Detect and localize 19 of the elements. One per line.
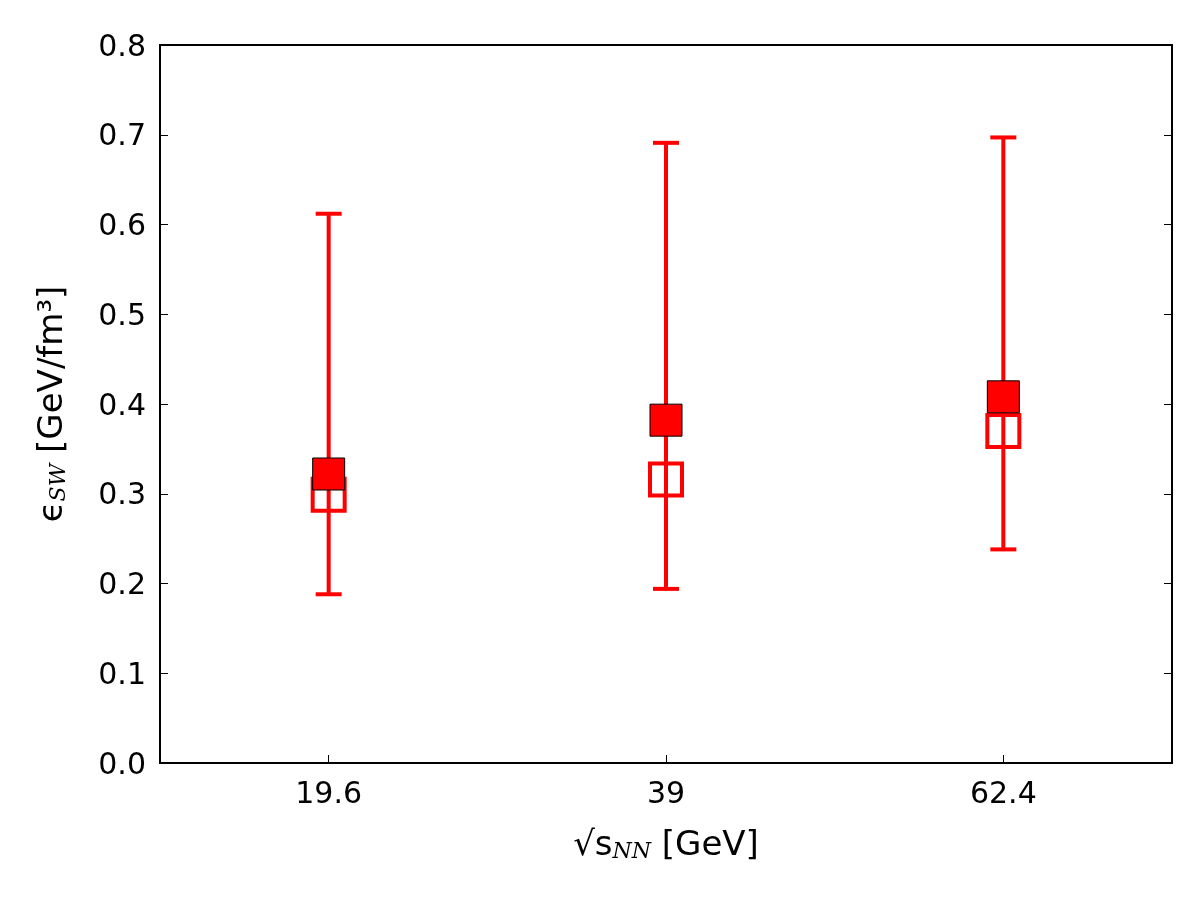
y-tick-label: 0.7 — [98, 117, 146, 153]
y-tick-label: 0.8 — [98, 27, 146, 63]
point — [312, 457, 346, 491]
y-axis-title: ϵSW [GeV/fm³] — [30, 285, 70, 523]
point — [649, 403, 683, 437]
x-tick-label: 19.6 — [295, 774, 363, 810]
y-tick-label: 0.4 — [98, 386, 146, 422]
y-tick-label: 0.6 — [98, 207, 146, 242]
point — [986, 380, 1020, 414]
x-tick-label: 62.4 — [969, 774, 1037, 810]
y-tick-label: 0.5 — [98, 296, 146, 332]
y-tick-label: 0.2 — [98, 566, 146, 601]
x-axis-title: √sNN [GeV] — [573, 823, 759, 863]
x-tick-label: 39 — [646, 774, 686, 810]
y-tick-label: 0.3 — [98, 476, 146, 512]
point — [985, 412, 1022, 449]
point — [648, 461, 684, 498]
y-tick-label: 0.0 — [98, 745, 146, 781]
y-tick-label: 0.1 — [98, 655, 146, 691]
